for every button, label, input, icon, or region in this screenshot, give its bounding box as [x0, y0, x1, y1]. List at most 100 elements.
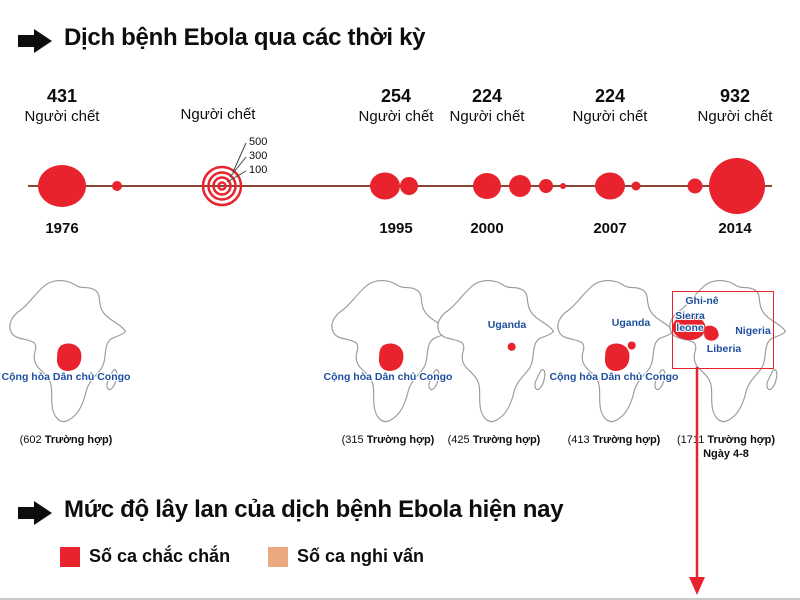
madagascar-outline	[654, 369, 666, 391]
bubble-2000	[473, 173, 501, 199]
madagascar-outline	[766, 369, 778, 391]
map-outbreak-1995: Cộng hòa Dân chủ Congo (315 Trường hợp)	[322, 276, 454, 466]
size-legend-ring-300	[207, 171, 237, 201]
swatch	[60, 546, 80, 567]
deaths-label-1976: Người chết	[24, 108, 100, 125]
map-outbreak-2007: Uganda Cộng hòa Dân chủ Congo (413 Trườn…	[548, 276, 680, 466]
case-unit: Trường hợp)	[44, 434, 113, 446]
deaths-label-2000: Người chết	[449, 108, 525, 125]
bubble-1976-minor	[112, 181, 122, 191]
bubble-2000-minor-1	[509, 175, 531, 197]
year-2007: 2007	[593, 220, 627, 237]
year-2000: 2000	[470, 220, 504, 237]
map-outbreak-1976: Cộng hòa Dân chủ Congo (602 Trường hợp)	[0, 276, 132, 466]
year-2014: 2014	[718, 220, 752, 237]
size-legend-tick-300: 300	[249, 150, 268, 162]
africa-map	[9, 280, 127, 423]
case-unit: Trường hợp)	[472, 434, 541, 446]
swatch	[268, 546, 288, 567]
deaths-count-1995: 254	[380, 86, 412, 106]
deaths-label-2007: Người chết	[572, 108, 648, 125]
bubble-2014	[709, 158, 765, 214]
legend-suspected-label: Số ca nghi vấn	[297, 546, 425, 566]
size-legend-ring-500	[201, 165, 243, 207]
case-unit: Trường hợp)	[707, 434, 775, 446]
legend-confirmed-label: Số ca chắc chắn	[89, 546, 231, 566]
legend-confirmed-cases: Số ca chắc chắn	[60, 546, 230, 567]
deaths-count-2014: 932	[719, 86, 751, 106]
page-title: Dịch bệnh Ebola qua các thời kỳ	[64, 24, 426, 51]
bubble-2000-minor-2	[539, 179, 553, 193]
drc-region	[604, 343, 630, 371]
region-label-drc: Cộng hòa Dân chủ Congo	[1, 371, 131, 383]
deaths-label-2014: Người chết	[697, 108, 773, 125]
section1-arrow-icon	[18, 29, 52, 53]
legend-suspected-cases: Số ca nghi vấn	[268, 546, 424, 567]
bubble-2014-minor	[687, 178, 703, 194]
bubble-1995-minor	[400, 177, 418, 195]
deaths-count-2000: 224	[471, 86, 503, 106]
madagascar-outline	[106, 369, 118, 391]
size-legend-ring-100	[212, 176, 232, 196]
timeline-chart	[28, 142, 772, 214]
map-outbreak-2014: Ghi-nê Sierra leone Nigeria Liberia (171…	[660, 276, 792, 466]
case-number: (425	[447, 434, 470, 446]
bubble-2007-minor	[631, 181, 641, 191]
region-label-drc: Cộng hòa Dân chủ Congo	[549, 371, 679, 383]
uganda-region	[507, 342, 516, 351]
bubble-1995	[370, 172, 400, 200]
case-count-2000: (425 Trường hợp)	[428, 434, 560, 446]
arrow-head	[689, 577, 705, 595]
africa-map	[437, 280, 555, 423]
case-count-1995: (315 Trường hợp)	[322, 434, 454, 446]
case-number: (413	[567, 434, 590, 446]
section2-title: Mức độ lây lan của dịch bệnh Ebola hiện …	[64, 496, 564, 523]
spread-arrow-icon	[689, 367, 705, 595]
madagascar-outline	[534, 369, 546, 391]
deaths-count-1976: 431	[46, 86, 78, 106]
region-label-uganda: Uganda	[487, 319, 527, 331]
region-label-guinea: Ghi-nê	[685, 295, 719, 307]
region-label-nigeria: Nigeria	[735, 325, 771, 337]
size-legend-tick-500: 500	[249, 136, 268, 148]
madagascar-outline	[428, 369, 440, 391]
suspected-swatch-icon	[268, 546, 288, 567]
africa-map	[669, 280, 787, 423]
bubble-2007	[595, 172, 625, 200]
deaths-count-2007: 224	[594, 86, 626, 106]
size-legend-tick-100: 100	[249, 164, 268, 176]
legend-pointer-500	[232, 142, 247, 173]
case-count-2014: (1711 Trường hợp)	[660, 434, 792, 446]
drc-region	[378, 343, 404, 371]
legend-pointer-100	[226, 170, 247, 183]
outbreak-zone-box	[672, 291, 774, 369]
arrow-shape	[18, 29, 52, 53]
africa-outline	[437, 280, 555, 423]
case-number: (602	[19, 434, 42, 446]
bubble-2000-minor-3	[560, 183, 566, 189]
case-count-2007: (413 Trường hợp)	[548, 434, 680, 446]
bubble-1976	[38, 165, 86, 207]
nigeria-region	[704, 325, 719, 341]
arrow-shape	[18, 501, 52, 525]
size-legend-label: Người chết	[180, 106, 256, 123]
case-unit: Trường hợp)	[366, 434, 435, 446]
drc-region	[56, 343, 82, 371]
africa-map	[557, 280, 675, 423]
year-1976: 1976	[45, 220, 79, 237]
deaths-label-1995: Người chết	[358, 108, 434, 125]
date-note: Ngày 4-8	[703, 448, 749, 460]
west-africa-region	[672, 315, 706, 340]
legend-pointer-300	[229, 156, 247, 178]
case-unit: Trường hợp)	[592, 434, 661, 446]
case-number: (315	[341, 434, 364, 446]
region-label-uganda: Uganda	[611, 317, 651, 329]
case-count-1976: (602 Trường hợp)	[0, 434, 132, 446]
section2-arrow-icon	[18, 501, 52, 525]
confirmed-swatch-icon	[60, 546, 80, 567]
region-label-liberia: Liberia	[706, 343, 742, 355]
region-label-sierra-leone: Sierra leone	[675, 310, 705, 334]
africa-map	[331, 280, 449, 423]
map-outbreak-2000: Uganda (425 Trường hợp)	[428, 276, 560, 466]
